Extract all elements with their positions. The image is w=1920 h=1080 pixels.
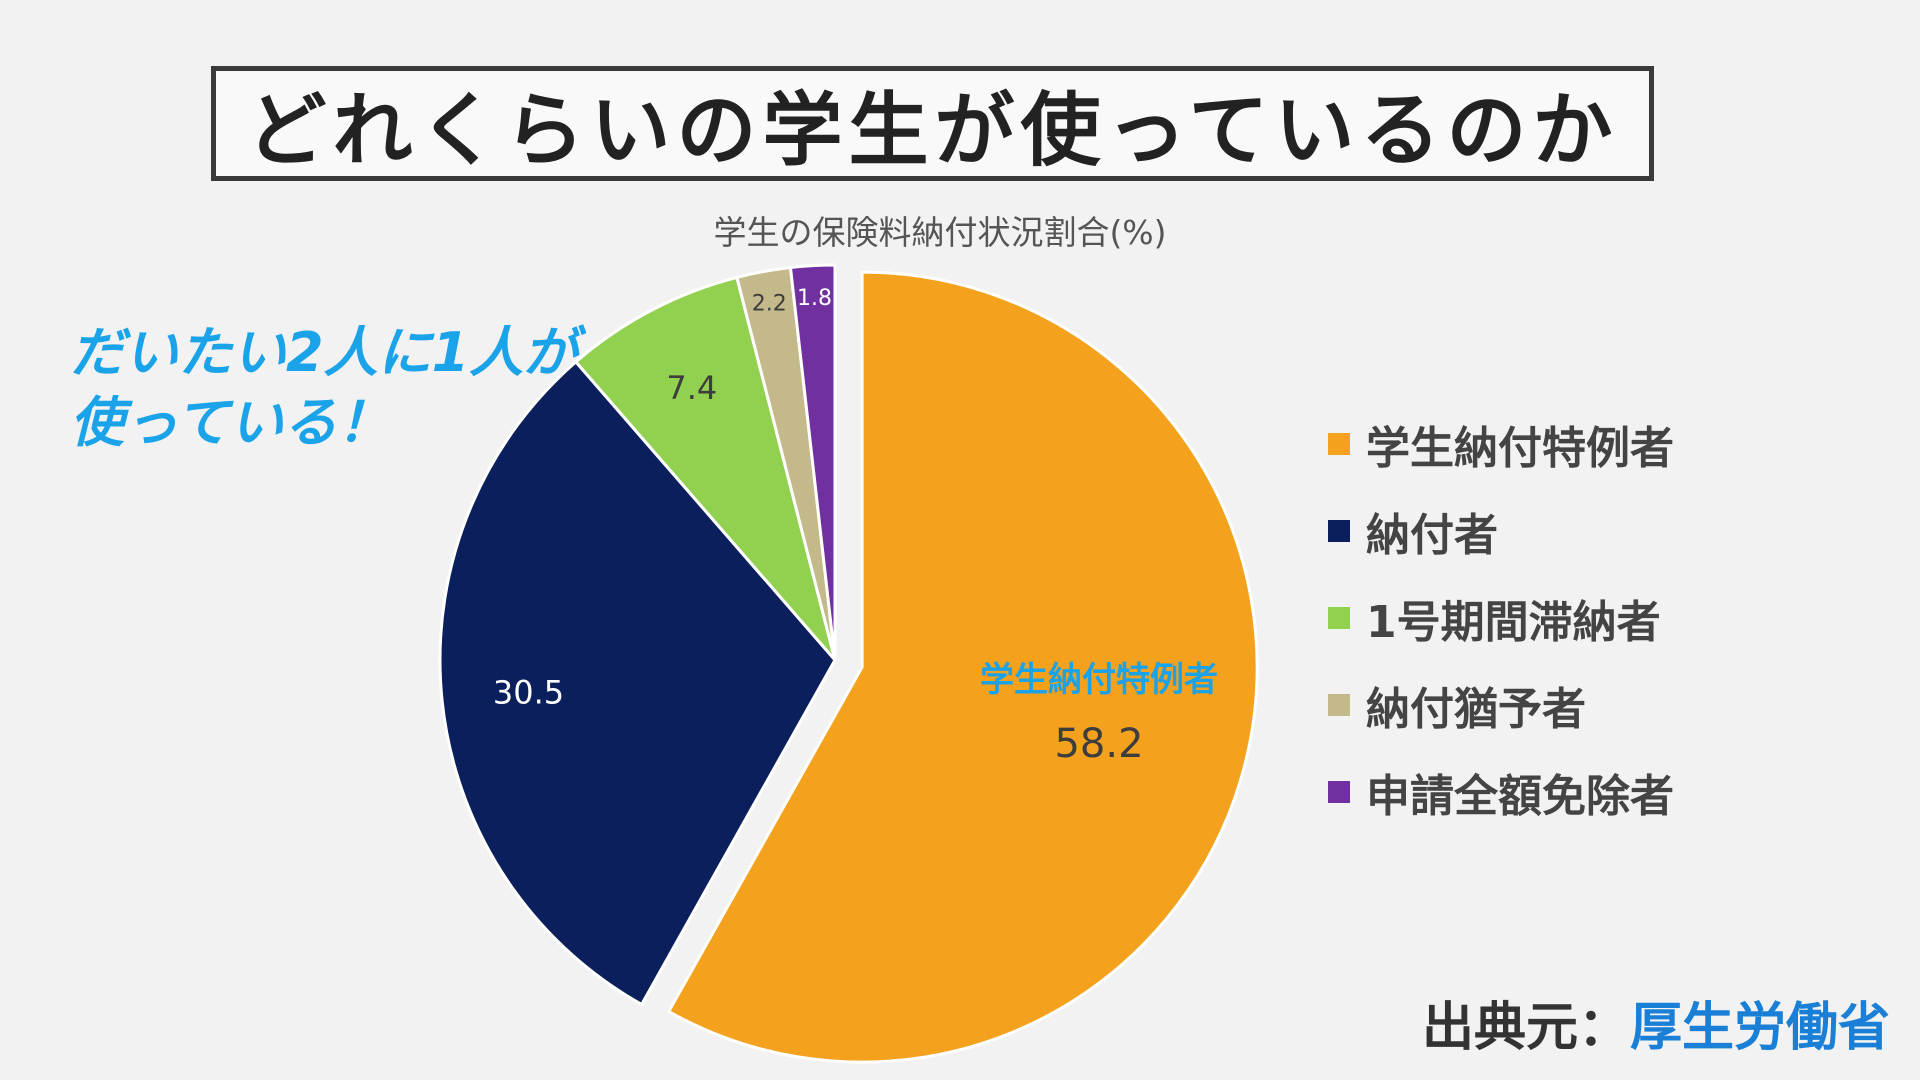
legend-swatch [1328,780,1350,803]
page-title: どれくらいの学生が使っているのか [246,83,1619,177]
pie-slice-1 [438,359,837,1007]
slice-value-label-4: 1.8 [797,286,832,311]
legend-swatch [1328,432,1350,455]
legend-item-2: 1号期間滞納者 [1328,574,1674,661]
source-prefix: 出典元： [1421,998,1630,1058]
callout-annotation: だいたい2人に1人が 使っている！ [70,318,577,458]
slice-inner-label-0: 学生納付特例者 [980,660,1218,700]
legend-label: 申請全額免除者 [1366,770,1674,822]
pie-slices [438,263,1259,1064]
legend-swatch [1328,693,1350,716]
chart-legend: 学生納付特例者 納付者 1号期間滞納者 納付猶予者申請全額免除者 [1328,400,1674,835]
pie-slice-2 [573,275,837,661]
legend-label: 1号期間滞納者 [1366,596,1661,648]
legend-item-3: 納付猶予者 [1328,661,1674,748]
legend-item-4: 申請全額免除者 [1328,748,1674,835]
legend-label: 納付者 [1366,509,1498,561]
legend-label: 納付猶予者 [1366,683,1586,735]
legend-item-0: 学生納付特例者 [1328,400,1674,487]
source-name: 厚生労働省 [1629,998,1890,1058]
callout-line-2: 使っている！ [70,391,392,454]
title-box: どれくらいの学生が使っているのか [211,66,1654,181]
chart-title: 学生の保険料納付状況割合(%) [713,213,1167,252]
pie-slice-4 [788,263,837,661]
slice-value-label-3: 2.2 [752,292,787,317]
slice-value-label-0: 58.2 [1054,721,1143,767]
legend-swatch [1328,519,1350,542]
legend-label: 学生納付特例者 [1366,422,1674,474]
pie-slice-0 [666,270,1259,1064]
slice-value-label-2: 7.4 [666,369,717,407]
slice-value-label-1: 30.5 [493,673,564,711]
callout-line-1: だいたい2人に1人が [70,321,578,384]
pie-labels: 学生納付特例者 58.2 30.5 7.4 2.2 1.8 [493,286,1218,767]
legend-item-1: 納付者 [1328,487,1674,574]
source-credit: 出典元：厚生労働省 [1422,985,1890,1060]
legend-swatch [1328,606,1350,629]
